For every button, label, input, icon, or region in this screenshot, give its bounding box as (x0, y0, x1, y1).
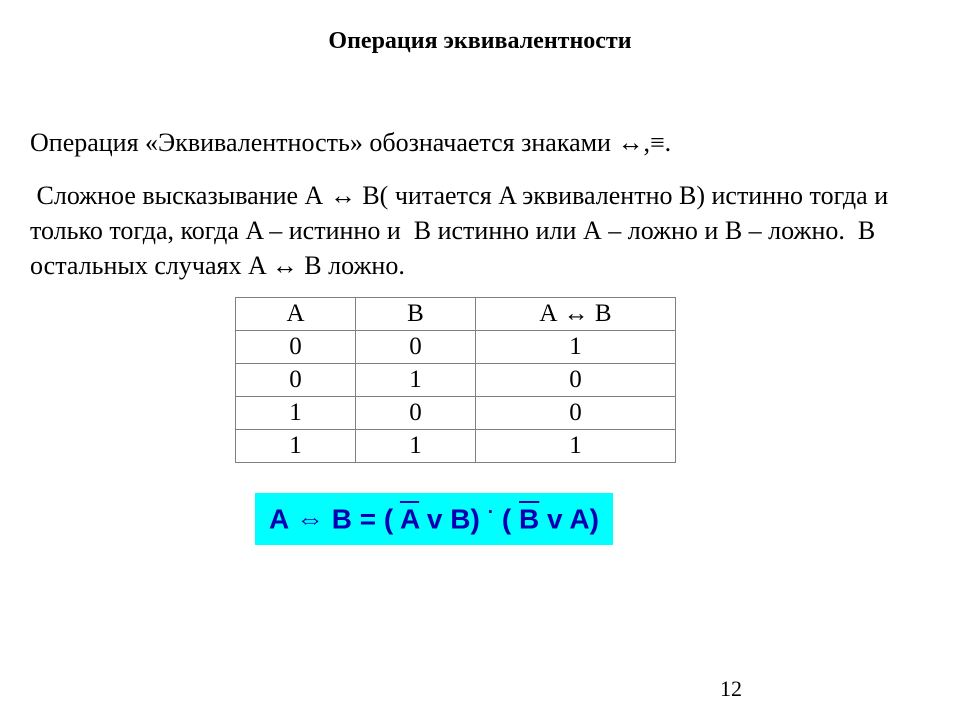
table-row: 1 1 1 (236, 430, 676, 463)
table-row: 1 0 0 (236, 397, 676, 430)
table-header-result: А ↔ В (476, 298, 676, 331)
table-row: 0 1 0 (236, 364, 676, 397)
page-number: 12 (720, 676, 742, 702)
table-header-b: В (356, 298, 476, 331)
cell: 1 (356, 364, 476, 397)
cell: 1 (356, 430, 476, 463)
cell: 1 (236, 430, 356, 463)
cell: 0 (236, 364, 356, 397)
definition-paragraph: Сложное высказывание А ↔ В( читается A э… (30, 178, 930, 283)
truth-table: А В А ↔ В 0 0 1 0 1 0 1 0 0 1 1 1 (235, 297, 676, 463)
cell: 1 (476, 430, 676, 463)
table-row: 0 0 1 (236, 331, 676, 364)
cell: 0 (476, 364, 676, 397)
cell: 0 (356, 331, 476, 364)
page-title: Операция эквивалентности (30, 28, 930, 55)
formula-prefix: A ⇔ B = ( (269, 504, 400, 535)
table-header-row: А В А ↔ В (236, 298, 676, 331)
formula-not-b: B (519, 504, 539, 535)
formula-mid1: v B) (419, 504, 487, 535)
formula-suffix: v A) (539, 504, 599, 535)
cell: 0 (476, 397, 676, 430)
cell: 1 (236, 397, 356, 430)
intro-paragraph: Операция «Эквивалентность» обозначается … (30, 125, 930, 160)
cell: 0 (236, 331, 356, 364)
cell: 0 (356, 397, 476, 430)
formula-equation: A ⇔ B = ( A v B) · ( B v A) (255, 493, 613, 545)
formula-not-a: A (400, 504, 419, 535)
cell: 1 (476, 331, 676, 364)
formula-mid2: ( (494, 504, 519, 535)
table-header-a: А (236, 298, 356, 331)
